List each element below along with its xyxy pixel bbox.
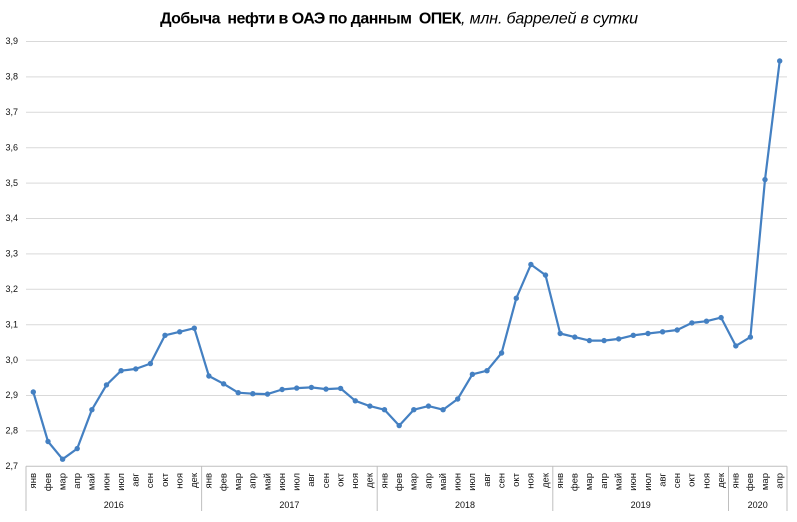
svg-text:2,9: 2,9	[5, 390, 18, 400]
svg-text:ноя: ноя	[526, 473, 537, 489]
svg-text:3,6: 3,6	[5, 142, 18, 152]
svg-text:дек: дек	[365, 472, 376, 488]
svg-text:июн: июн	[628, 473, 639, 491]
svg-text:окт: окт	[335, 472, 346, 487]
svg-text:июл: июл	[643, 473, 654, 491]
svg-text:2016: 2016	[104, 500, 124, 510]
svg-text:фев: фев	[394, 473, 405, 491]
svg-text:апр: апр	[775, 473, 786, 489]
svg-text:янв: янв	[379, 473, 390, 488]
svg-text:фев: фев	[43, 473, 54, 491]
svg-text:янв: янв	[555, 473, 566, 488]
svg-text:2020: 2020	[748, 500, 768, 510]
svg-text:май: май	[614, 473, 625, 490]
svg-text:дек: дек	[540, 472, 551, 488]
svg-text:дек: дек	[716, 472, 727, 488]
svg-text:3,5: 3,5	[5, 178, 18, 188]
svg-text:3,1: 3,1	[5, 319, 18, 329]
svg-text:апр: апр	[248, 473, 259, 489]
svg-text:июн: июн	[453, 473, 464, 491]
svg-text:авг: авг	[131, 472, 142, 486]
svg-text:сен: сен	[672, 473, 683, 488]
svg-text:мар: мар	[233, 473, 244, 490]
svg-text:сен: сен	[145, 473, 156, 488]
svg-text:янв: янв	[28, 473, 39, 488]
svg-text:янв: янв	[204, 473, 215, 488]
svg-text:3,3: 3,3	[5, 249, 18, 259]
svg-text:июл: июл	[467, 473, 478, 491]
svg-text:2,7: 2,7	[5, 461, 18, 471]
svg-text:ноя: ноя	[175, 473, 186, 489]
svg-text:3,9: 3,9	[5, 36, 18, 46]
svg-text:мар: мар	[57, 473, 68, 490]
svg-text:ноя: ноя	[701, 473, 712, 489]
svg-text:фев: фев	[218, 473, 229, 491]
svg-text:май: май	[438, 473, 449, 490]
svg-text:мар: мар	[409, 473, 420, 490]
svg-text:авг: авг	[306, 472, 317, 486]
svg-text:фев: фев	[570, 473, 581, 491]
svg-text:июн: июн	[277, 473, 288, 491]
svg-text:сен: сен	[496, 473, 507, 488]
svg-text:окт: окт	[160, 472, 171, 487]
svg-text:Добыча нефти в ОАЭ по данным О: Добыча нефти в ОАЭ по данным ОПЕК, млн. …	[160, 10, 638, 27]
svg-text:дек: дек	[189, 472, 200, 488]
svg-text:мар: мар	[584, 473, 595, 490]
svg-text:окт: окт	[687, 472, 698, 487]
svg-text:янв: янв	[731, 473, 742, 488]
svg-text:апр: апр	[72, 473, 83, 489]
svg-text:апр: апр	[599, 473, 610, 489]
svg-text:окт: окт	[511, 472, 522, 487]
svg-text:авг: авг	[657, 472, 668, 486]
svg-text:2018: 2018	[455, 500, 475, 510]
svg-text:фев: фев	[745, 473, 756, 491]
svg-text:мар: мар	[760, 473, 771, 490]
svg-text:май: май	[262, 473, 273, 490]
svg-text:3,7: 3,7	[5, 107, 18, 117]
svg-text:июн: июн	[101, 473, 112, 491]
svg-text:3,2: 3,2	[5, 284, 18, 294]
svg-text:апр: апр	[423, 473, 434, 489]
svg-text:3,4: 3,4	[5, 213, 18, 223]
svg-text:2017: 2017	[279, 500, 299, 510]
svg-text:2,8: 2,8	[5, 426, 18, 436]
svg-text:июл: июл	[116, 473, 127, 491]
svg-text:сен: сен	[321, 473, 332, 488]
svg-text:июл: июл	[292, 473, 303, 491]
svg-text:3,8: 3,8	[5, 72, 18, 82]
svg-text:3,0: 3,0	[5, 355, 18, 365]
svg-text:авг: авг	[482, 472, 493, 486]
svg-text:май: май	[87, 473, 98, 490]
svg-text:ноя: ноя	[350, 473, 361, 489]
svg-text:2019: 2019	[631, 500, 651, 510]
